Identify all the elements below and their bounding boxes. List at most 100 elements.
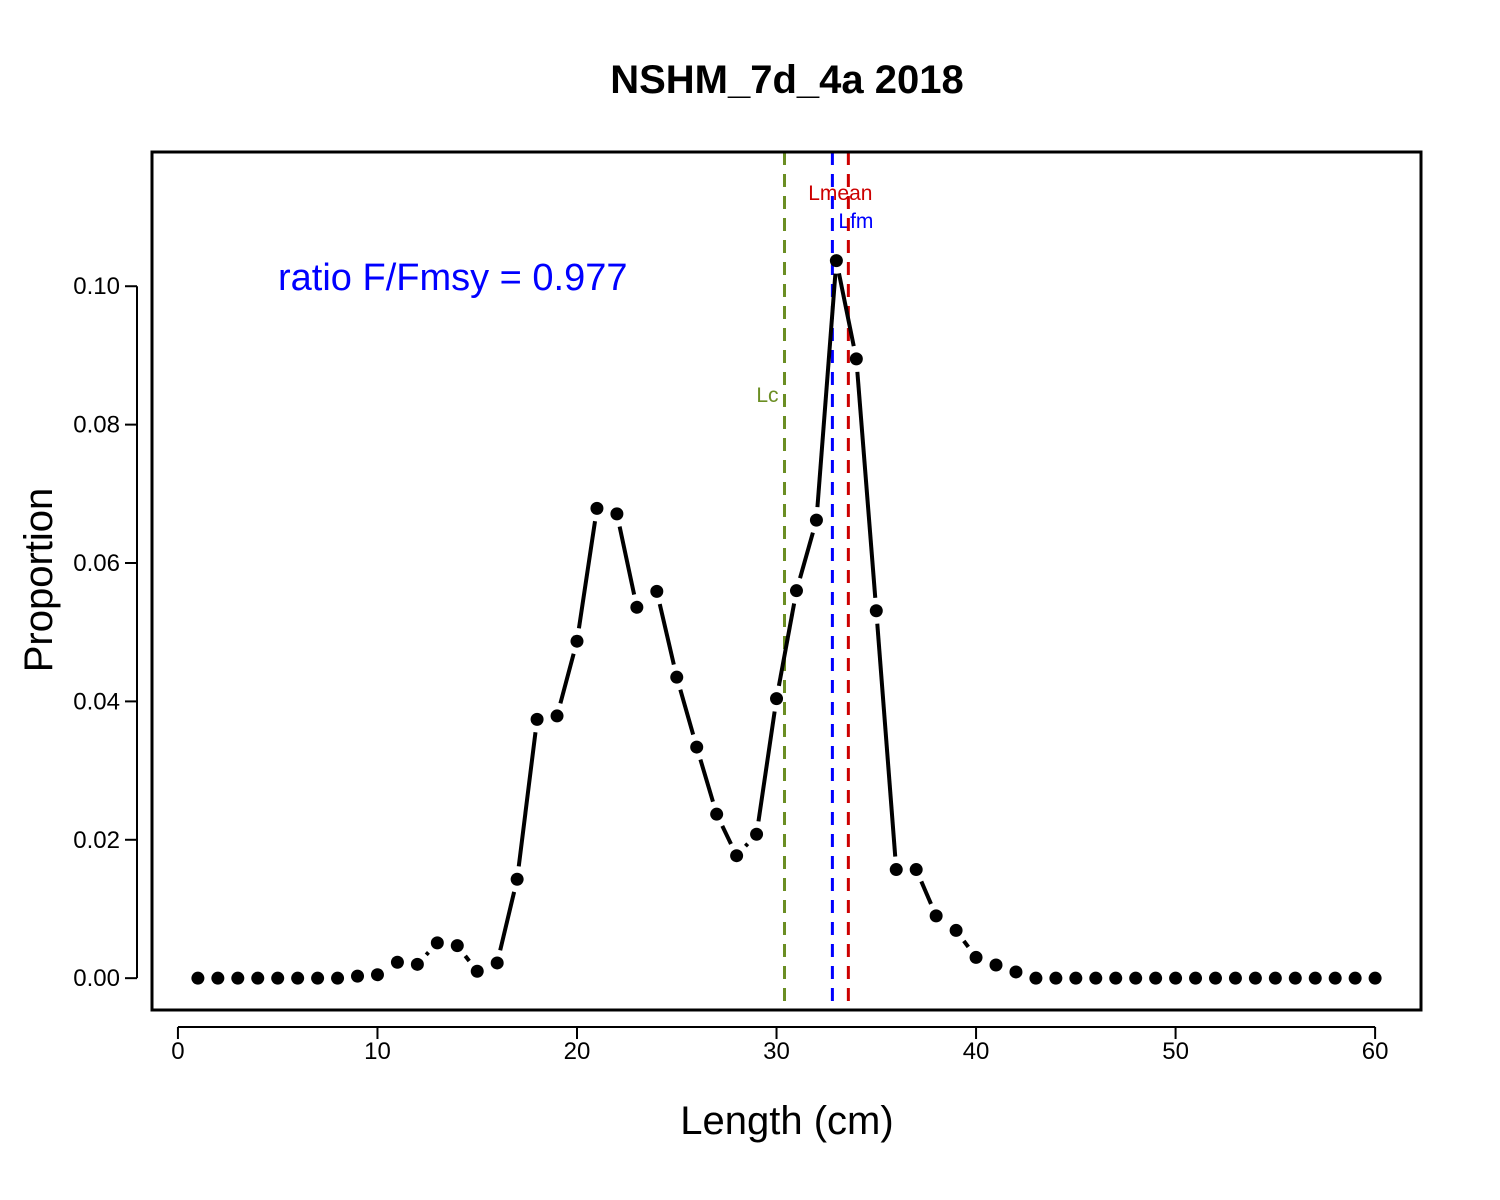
data-point: [690, 740, 704, 754]
series-line-segment: [962, 939, 970, 949]
series-line-segment: [463, 954, 471, 963]
data-point: [211, 971, 225, 985]
data-point: [331, 971, 345, 985]
series-line-segment: [919, 880, 933, 905]
data-point: [989, 958, 1003, 972]
reference-label-lfm: Lfm: [838, 210, 873, 233]
data-point: [1149, 971, 1163, 985]
series-line-segment: [576, 520, 597, 629]
data-point: [1049, 971, 1063, 985]
x-tick-label: 0: [171, 1038, 184, 1065]
data-point: [829, 254, 843, 268]
y-tick-label: 0.02: [73, 827, 120, 854]
series-line-segment: [815, 273, 838, 508]
data-point: [1348, 971, 1362, 985]
data-point: [1129, 971, 1143, 985]
x-tick-label: 30: [763, 1038, 790, 1065]
y-tick-label: 0.08: [73, 412, 120, 439]
data-point: [969, 950, 983, 964]
data-point: [390, 955, 404, 969]
series-line-segment: [798, 532, 815, 579]
data-point: [470, 964, 484, 978]
data-point: [909, 863, 923, 877]
series-line-segment: [875, 623, 898, 857]
data-point: [271, 971, 285, 985]
series-line-segment: [855, 371, 878, 598]
chart-title: NSHM_7d_4a 2018: [610, 58, 964, 102]
data-point: [889, 863, 903, 877]
data-point: [1009, 965, 1023, 979]
data-point: [1328, 971, 1342, 985]
series-line-segment: [558, 653, 576, 704]
data-point: [450, 939, 464, 953]
data-point: [311, 971, 325, 985]
series-line-segment: [698, 758, 715, 803]
plot-frame: [150, 150, 1423, 1012]
data-point: [370, 968, 384, 982]
data-point: [430, 936, 444, 950]
x-tick-label: 60: [1362, 1038, 1389, 1065]
data-point: [550, 709, 564, 723]
reference-label-lmean: Lmean: [808, 182, 872, 205]
data-point: [1069, 971, 1083, 985]
data-point: [1109, 971, 1123, 985]
data-point: [949, 923, 963, 937]
series-line-segment: [678, 689, 696, 736]
data-point: [1208, 971, 1222, 985]
x-tick-label: 40: [963, 1038, 990, 1065]
data-point: [191, 971, 205, 985]
plot-area: Lc Lfm Lmean: [191, 152, 1382, 1010]
data-point: [650, 584, 664, 598]
data-point: [1368, 971, 1382, 985]
reference-label-lc: Lc: [756, 384, 778, 407]
x-axis-label: Length (cm): [680, 1099, 893, 1143]
data-point: [570, 634, 584, 648]
data-point: [710, 807, 724, 821]
data-point: [251, 971, 265, 985]
data-point: [231, 971, 245, 985]
series-line-segment: [516, 732, 538, 867]
data-point: [351, 969, 365, 983]
data-point: [1268, 971, 1282, 985]
y-tick-label: 0.04: [73, 688, 120, 715]
series-line-segment: [744, 842, 750, 848]
data-point: [929, 909, 943, 923]
data-point: [590, 501, 604, 515]
data-point: [630, 600, 644, 614]
series-line-segment: [657, 603, 676, 665]
series-line-segment: [837, 272, 856, 347]
series-line-segment: [424, 951, 430, 957]
data-point: [809, 513, 823, 527]
data-point: [530, 712, 544, 726]
data-point: [291, 971, 305, 985]
data-point: [410, 957, 424, 971]
data-point: [1308, 971, 1322, 985]
data-point: [1248, 971, 1262, 985]
series-line-segment: [498, 891, 517, 951]
data-point: [670, 670, 684, 684]
data-point: [730, 849, 744, 863]
x-tick-label: 50: [1162, 1038, 1189, 1065]
y-tick-label: 0.06: [73, 550, 120, 577]
x-tick-label: 20: [564, 1038, 591, 1065]
data-point: [490, 956, 504, 970]
data-point: [869, 604, 883, 618]
series-line-segment: [756, 711, 777, 822]
data-point: [849, 352, 863, 366]
series-line-segment: [776, 603, 797, 687]
data-point: [789, 584, 803, 598]
y-axis-label: Proportion: [17, 488, 61, 673]
y-tick-label: 0.00: [73, 965, 120, 992]
data-point: [750, 827, 764, 841]
series-line-segment: [720, 825, 733, 845]
data-point: [1169, 971, 1183, 985]
series-line-segment: [617, 526, 637, 595]
y-tick-label: 0.10: [73, 273, 120, 300]
data-point: [610, 507, 624, 521]
data-point: [770, 692, 784, 706]
data-point: [1189, 971, 1203, 985]
ratio-annotation: ratio F/Fmsy = 0.977: [278, 257, 628, 299]
y-axis: 0.00 0.02 0.04 0.06 0.08 0.10: [73, 273, 138, 992]
x-axis: 0 10 20 30 40 50 60: [171, 1026, 1389, 1065]
